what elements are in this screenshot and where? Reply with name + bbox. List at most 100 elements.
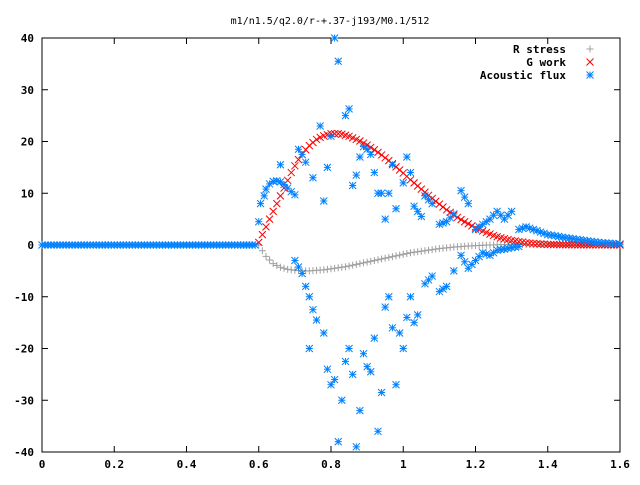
- data-point: [536, 240, 545, 248]
- data-point: [258, 230, 267, 239]
- data-point: [403, 153, 411, 161]
- data-point: [428, 199, 437, 208]
- data-point-interp: [388, 253, 396, 261]
- data-point: [287, 168, 296, 177]
- data-point: [428, 272, 437, 280]
- data-point: [291, 190, 299, 199]
- data-point: [442, 205, 451, 214]
- data-point: [449, 267, 458, 275]
- data-point: [272, 199, 281, 208]
- data-point: [262, 252, 270, 260]
- data-point: [291, 256, 299, 265]
- data-point-interp: [425, 246, 433, 254]
- data-point: [294, 145, 303, 154]
- data-point: [363, 362, 371, 371]
- data-point-interp: [338, 263, 346, 271]
- data-point-interp: [403, 250, 411, 258]
- data-point: [349, 261, 357, 269]
- data-point: [320, 266, 328, 274]
- data-point-interp: [410, 248, 418, 256]
- data-point-interp: [558, 240, 567, 249]
- y-tick-label: 0: [27, 239, 34, 252]
- data-point-interp: [489, 211, 498, 220]
- y-tick-label: -30: [14, 394, 34, 407]
- data-point: [262, 185, 270, 193]
- data-point: [421, 247, 429, 255]
- data-point: [413, 311, 422, 319]
- data-point-interp: [345, 262, 353, 270]
- data-point-interp: [569, 234, 577, 243]
- data-point: [366, 367, 375, 376]
- y-tick-label: 20: [21, 136, 34, 149]
- data-point: [312, 316, 321, 324]
- data-point-interp: [360, 259, 368, 267]
- data-point: [319, 197, 328, 205]
- data-point: [256, 199, 265, 208]
- data-point: [312, 135, 321, 144]
- data-point: [370, 257, 378, 265]
- data-point: [341, 111, 350, 120]
- axis-ticks: 0 0.2 0.4 0.6 0.8 1 1.2 1.4 1.6 40 30 20 10 0 -10 -20 -3…: [14, 32, 630, 471]
- series-layer: [38, 34, 624, 451]
- legend-label: Acoustic flux: [480, 69, 566, 82]
- data-point-interp: [555, 240, 564, 249]
- data-point-interp: [533, 239, 541, 248]
- data-point: [348, 370, 357, 379]
- data-point: [370, 145, 379, 154]
- data-point: [428, 246, 436, 254]
- data-point: [395, 329, 404, 337]
- data-point: [276, 191, 285, 200]
- x-tick-label: 0.4: [177, 458, 197, 471]
- data-point: [370, 168, 379, 177]
- data-point: [384, 292, 393, 301]
- data-point: [265, 180, 274, 188]
- data-point: [385, 253, 393, 261]
- data-point-interp: [352, 260, 360, 268]
- data-point: [254, 217, 263, 226]
- data-point: [305, 344, 314, 353]
- data-point: [381, 303, 390, 311]
- data-point: [392, 380, 400, 389]
- legend-marker: [586, 71, 594, 79]
- legend-marker: [586, 58, 594, 66]
- data-point: [301, 158, 310, 167]
- data-point-interp: [552, 240, 561, 249]
- data-point: [377, 388, 386, 397]
- x-tick-label: 0.8: [321, 458, 341, 471]
- data-point: [294, 155, 303, 164]
- data-point: [608, 239, 617, 248]
- data-point-interp: [294, 263, 303, 271]
- data-point-interp: [287, 266, 295, 274]
- data-point-interp: [468, 260, 476, 269]
- data-point: [601, 239, 610, 247]
- data-point: [305, 292, 314, 301]
- data-point-interp: [374, 256, 382, 264]
- data-point-interp: [605, 239, 614, 248]
- data-point: [330, 375, 339, 384]
- data-point: [334, 264, 342, 272]
- data-point-interp: [439, 203, 447, 211]
- data-point: [464, 199, 473, 208]
- data-point: [323, 365, 332, 374]
- data-point: [301, 282, 310, 291]
- data-point: [435, 200, 444, 208]
- data-point: [319, 329, 328, 337]
- data-point: [276, 263, 284, 271]
- data-point: [316, 122, 325, 130]
- data-point: [529, 239, 538, 248]
- data-point: [352, 171, 361, 179]
- data-point-interp: [475, 223, 483, 231]
- x-tick-label: 1.6: [610, 458, 630, 471]
- data-point: [374, 427, 382, 436]
- data-point: [262, 223, 270, 231]
- data-point: [298, 150, 306, 159]
- legend-label: R stress: [513, 43, 566, 56]
- y-tick-label: 10: [21, 187, 34, 200]
- data-point: [457, 215, 465, 224]
- series-acoustic-flux: [38, 34, 624, 451]
- data-point: [565, 234, 574, 243]
- data-point-interp: [460, 193, 469, 201]
- legend-label: G work: [526, 56, 566, 69]
